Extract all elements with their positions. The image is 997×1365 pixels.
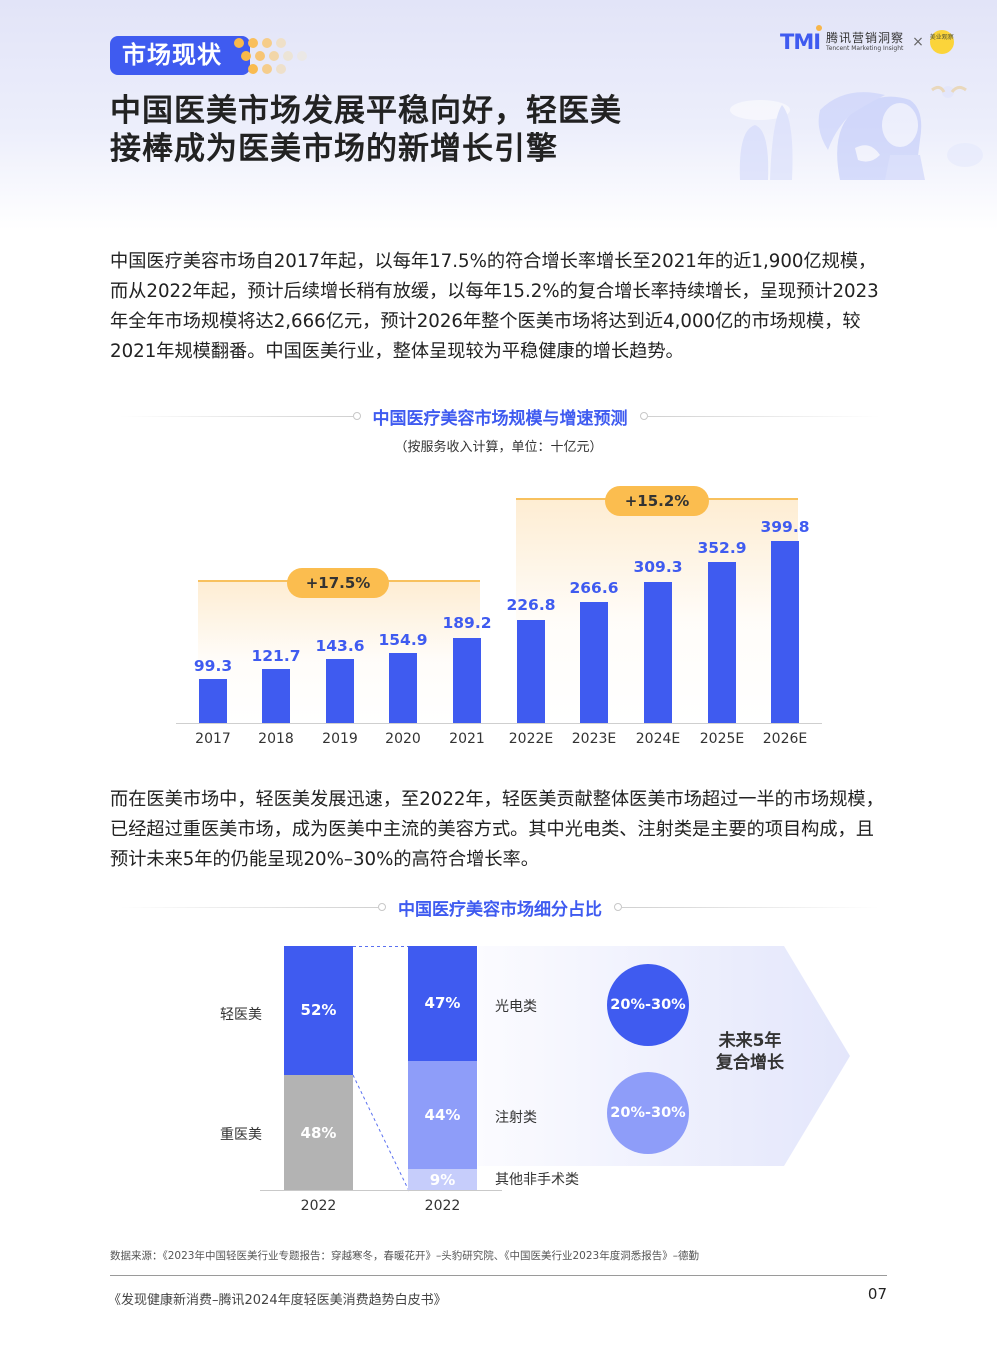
bar-2021 [453, 638, 481, 723]
market-size-chart-heading: 中国医疗美容市场规模与增速预测 [120, 404, 880, 429]
bar-value: 143.6 [315, 637, 365, 655]
market-size-bar-chart: +17.5% +15.2% 99.3 121.7 143.6 154.9 189… [176, 480, 822, 755]
x-tick: 2022E [508, 731, 554, 747]
bar-value: 266.6 [569, 579, 619, 597]
growth-badge-15-2: +15.2% [605, 486, 709, 516]
connector-dashed-lines [353, 946, 409, 1192]
bar-value: 309.3 [633, 558, 683, 576]
segment-chart-heading: 中国医疗美容市场细分占比 [120, 895, 880, 920]
title-line-1: 中国医美市场发展平稳向好，轻医美 [110, 93, 622, 129]
x-tick: 2021 [449, 731, 485, 747]
bar-2026E [771, 541, 799, 723]
growth-badge-17-5: +17.5% [287, 568, 389, 598]
bar-2020 [389, 653, 417, 723]
growth-arrow-shape [478, 946, 850, 1166]
page-title: 中国医美市场发展平稳向好，轻医美 接棒成为医美市场的新增长引擎 [110, 92, 710, 168]
bar-value: 121.7 [251, 647, 301, 665]
ring-icon [378, 903, 386, 911]
bar-value: 399.8 [760, 518, 810, 536]
x-tick: 2020 [385, 731, 421, 747]
brand-logos: TMI 腾讯营销洞察 Tencent Marketing Insight × 美… [780, 25, 954, 57]
x-tick: 2019 [322, 731, 358, 747]
bar-value: 154.9 [378, 631, 428, 649]
bar-2023E [580, 602, 608, 723]
bar-2018 [262, 669, 290, 723]
data-source-note: 数据来源：《2023年中国轻医美行业专题报告：穿越寒冬，春暖花开》–头豹研究院、… [110, 1250, 699, 1262]
x-tick: 2018 [258, 731, 294, 747]
ring-icon [614, 903, 622, 911]
segment-photoelectric: 47% [408, 946, 477, 1061]
market-size-chart-subtitle: （按服务收入计算，单位：十亿元） [394, 440, 603, 455]
label-light-medical: 轻医美 [220, 1007, 262, 1023]
section-tag: 市场现状 [110, 36, 250, 75]
label-photoelectric: 光电类 [495, 999, 537, 1015]
segment-baseline [260, 1190, 502, 1191]
publication-title: 《发现健康新消费–腾讯2024年度轻医美消费趋势白皮书》 [108, 1293, 447, 1308]
tmi-logo: TMI [780, 25, 823, 54]
segment-injection: 44% [408, 1061, 477, 1169]
x-axis [176, 723, 822, 724]
woman-illustration-icon [730, 85, 983, 180]
segment-chart-title: 中国医疗美容市场细分占比 [398, 899, 602, 920]
x-tick: 2024E [635, 731, 681, 747]
light-medical-breakdown-stacked-bar: 47% 44% 9% [408, 946, 477, 1191]
bar-value: 99.3 [193, 657, 233, 675]
total-market-stacked-bar: 52% 48% [284, 946, 353, 1191]
footer-divider [110, 1275, 887, 1276]
title-line-2: 接棒成为医美市场的新增长引擎 [110, 131, 558, 167]
label-heavy-medical: 重医美 [220, 1127, 262, 1143]
brand-name-cn: 腾讯营销洞察 [826, 31, 905, 45]
decorative-dots-icon [232, 36, 312, 76]
bar-value: 189.2 [442, 614, 492, 632]
bar-2022E [517, 620, 545, 723]
x-tick: 2023E [571, 731, 617, 747]
x-tick: 2017 [195, 731, 231, 747]
label-other-nonsurgical: 其他非手术类 [495, 1172, 579, 1188]
x-tick: 2026E [762, 731, 808, 747]
ring-icon [639, 412, 648, 420]
ring-icon [352, 412, 361, 420]
segment-heavy-medical: 48% [284, 1075, 353, 1191]
bar-value: 226.8 [506, 596, 556, 614]
bar-2024E [644, 582, 672, 723]
cagr-label: 未来5年 复合增长 [716, 1031, 784, 1073]
year-label: 2022 [300, 1198, 337, 1214]
page-number: 07 [867, 1285, 887, 1303]
photoelectric-growth-circle: 20%-30% [607, 964, 689, 1046]
collab-separator: × [912, 34, 924, 50]
injection-growth-circle: 20%-30% [607, 1072, 689, 1154]
label-injection: 注射类 [495, 1110, 537, 1126]
bar-2025E [708, 562, 736, 723]
year-label: 2022 [424, 1198, 461, 1214]
brand-name-en: Tencent Marketing Insight [826, 45, 904, 52]
segment-light-medical: 52% [284, 946, 353, 1075]
intro-paragraph: 中国医疗美容市场自2017年起，以每年17.5%的符合增长率增长至2021年的近… [110, 251, 879, 362]
market-size-chart-title: 中国医疗美容市场规模与增速预测 [372, 408, 628, 429]
bar-2019 [326, 659, 354, 723]
segment-other-nonsurgical: 9% [408, 1169, 477, 1191]
bar-value: 352.9 [697, 539, 747, 557]
x-tick: 2025E [699, 731, 745, 747]
segment-paragraph: 而在医美市场中，轻医美发展迅速，至2022年，轻医美贡献整体医美市场超过一半的市… [110, 789, 884, 870]
partner-logo: 美业观察 [929, 30, 954, 54]
bar-2017 [199, 679, 227, 723]
